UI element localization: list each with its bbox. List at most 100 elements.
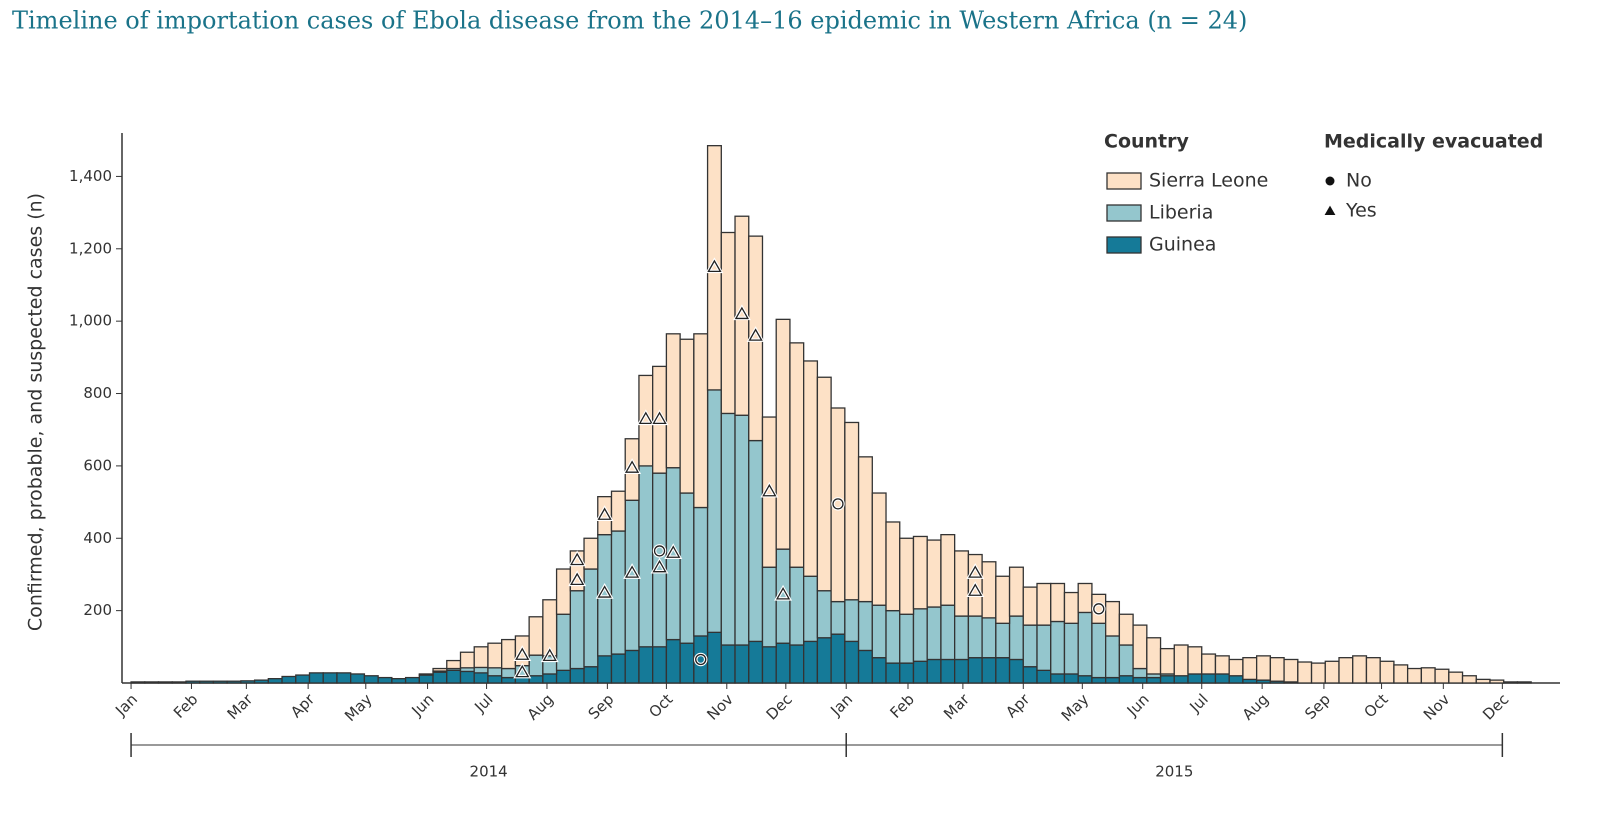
y-tick-label: 1,400 [69,167,112,185]
bar-segment [432,667,448,672]
bar-segment [432,671,448,684]
bar-segment [1050,582,1066,623]
bar-segment [610,653,626,684]
bar-segment [418,673,434,676]
marker [515,647,530,660]
bar-segment [1077,582,1093,614]
bar-segment [1269,657,1285,682]
bar-segment [1420,667,1436,684]
bar-segment [775,318,791,550]
bar-segment [1132,676,1148,684]
bar-segment [1255,655,1272,681]
bar-segment [1228,675,1244,684]
bar-segment [789,342,805,568]
bar-segment [1324,660,1340,684]
bar-segment [446,659,462,670]
legend-label: Guinea [1149,234,1216,256]
legend-label: No [1346,170,1372,192]
bar-segment [1022,624,1038,668]
bar-segment [1173,644,1189,677]
x-tick-label: Nov [1420,690,1454,724]
bar-segment [1091,622,1107,679]
bar-segment [775,642,791,684]
bar-segment [940,533,956,606]
marker [570,572,585,586]
bar-segment [679,338,695,494]
bar-segment [542,673,558,684]
bar-segment [267,678,283,684]
bar-segment [885,609,901,664]
bar-segment [253,679,269,684]
legend-marker [1324,205,1336,216]
bar-segment [912,608,928,662]
marker [597,507,612,520]
bar-segment [391,678,407,684]
bar-segment [1022,586,1038,626]
bar-segment [487,642,503,669]
x-tick-label: Nov [703,690,737,724]
bar-segment [1036,624,1052,671]
bar-segment [665,638,681,684]
bar-segment [693,333,709,509]
bar-segment [1338,657,1354,684]
bar-segment [981,561,997,619]
x-tick-label: Jun [1123,690,1153,720]
bar-segment [995,622,1011,659]
x-tick-label: Sep [1301,690,1334,723]
bar-segment [336,672,352,684]
bar-segment [459,670,475,684]
bar-segment [226,680,242,684]
bar-segment [954,658,970,684]
bar-segment [1228,658,1244,677]
bar-segment [803,640,819,684]
x-tick-label: Dec [763,690,796,723]
x-tick-label: Feb [170,690,202,722]
marker [762,483,777,497]
legend-swatch [1106,172,1142,190]
bar-segment [844,421,860,601]
x-tick-label: Dec [1479,690,1512,723]
bar-segment [1118,644,1134,677]
bar-segment [720,412,736,646]
bar-segment [940,604,956,661]
bar-segment [816,637,832,684]
year-label: 2014 [470,763,508,781]
bar-segment [720,231,736,415]
bar-segment [1063,591,1079,624]
bar-segment [1448,671,1464,684]
bar-segment [1242,657,1258,681]
bar-segment [693,506,709,637]
bar-segment [144,681,160,684]
bar-segment [1475,678,1491,684]
bar-segment [322,672,338,684]
bar-segment [1008,566,1024,617]
marker-legend-title: Medically evacuated [1324,131,1543,153]
bar-segment [418,674,434,684]
bar-segment [583,537,599,570]
bar-segment [555,669,571,684]
bar-segment [1516,681,1532,684]
bar-segment [240,680,256,684]
bar-segment [1365,657,1381,684]
bar-segment [995,575,1011,624]
marker [775,587,791,600]
bar-segment [789,644,805,684]
bar-segment [912,535,928,610]
bar-segment [473,646,489,669]
bar-segment [1104,676,1121,684]
bar-segment [501,638,517,670]
bar-segment [899,662,915,684]
bar-segment [761,646,777,684]
bar-segment [857,456,873,603]
bar-segment [1297,661,1313,684]
marker [515,664,530,678]
bar-segment [1201,653,1217,675]
y-tick-label: 200 [83,601,112,619]
bar-segment [404,676,420,684]
x-tick-label: Jan [826,690,856,720]
x-tick-label: Sep [585,690,618,723]
bar-segment [830,633,846,684]
marker [638,411,653,425]
legend-label: Yes [1345,200,1377,222]
